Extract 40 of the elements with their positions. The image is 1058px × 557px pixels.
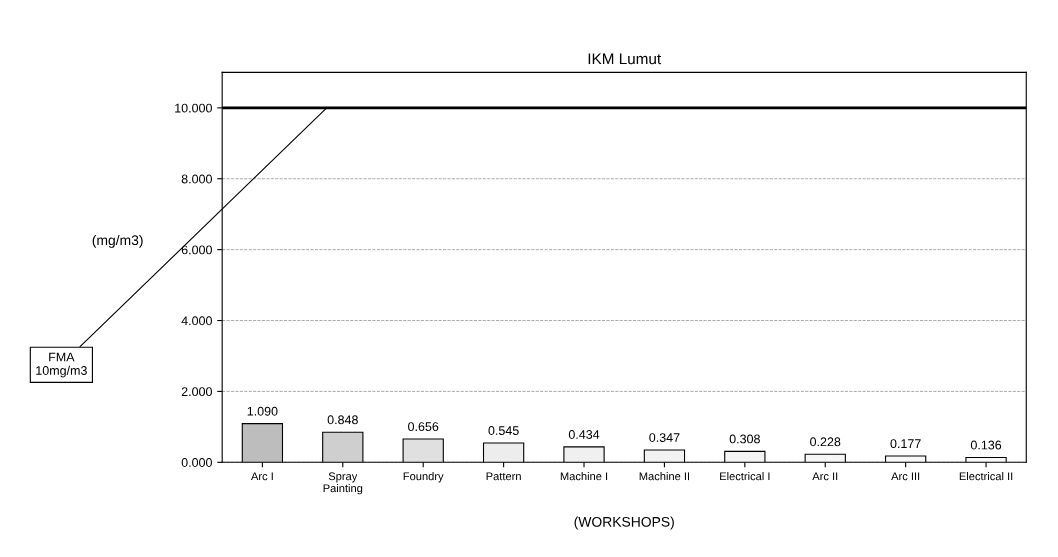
- chart-title: IKM Lumut: [588, 53, 662, 65]
- y-tick-label: 4.000: [181, 316, 212, 326]
- x-tick-label: Arc II: [812, 472, 838, 481]
- x-tick-label: Spray Painting: [323, 472, 363, 495]
- x-tick-label: Machine II: [639, 472, 690, 481]
- y-axis-title: (mg/m3): [92, 234, 143, 248]
- x-tick-label: Arc I: [250, 472, 273, 481]
- bar: [884, 455, 927, 463]
- data-label: 0.848: [327, 415, 358, 425]
- x-axis-title: (WORKSHOPS): [574, 516, 674, 530]
- bar: [965, 456, 1007, 463]
- x-tick-label: Electrical II: [959, 472, 1013, 481]
- y-tick-label: 8.000: [181, 174, 212, 184]
- bar: [402, 438, 444, 463]
- data-label: 0.656: [408, 422, 439, 432]
- data-label: 0.545: [488, 426, 519, 435]
- x-tick-label: Electrical I: [720, 472, 770, 481]
- y-tick-label: 10.000: [175, 103, 212, 113]
- ref-line-label: FMA 10mg/m3: [36, 352, 87, 378]
- bar: [804, 453, 846, 463]
- y-tick-label: 6.000: [181, 245, 212, 255]
- data-label: 0.228: [810, 437, 841, 447]
- data-label: 0.177: [890, 439, 921, 449]
- x-tick-label: Pattern: [486, 472, 521, 481]
- bar: [643, 449, 686, 463]
- x-tick-label: Arc III: [891, 472, 920, 481]
- data-label: 0.136: [970, 440, 1002, 450]
- data-label: 1.090: [247, 406, 278, 416]
- x-tick-label: Foundry: [403, 472, 444, 483]
- data-label: 0.434: [568, 430, 600, 439]
- y-tick-label: 2.000: [181, 387, 212, 397]
- data-label: 0.347: [649, 433, 680, 442]
- bar: [563, 446, 605, 463]
- bar: [241, 423, 284, 463]
- bar: [482, 442, 525, 463]
- y-tick-label: 0.000: [181, 458, 212, 467]
- bar: [322, 431, 364, 463]
- data-label: 0.308: [729, 434, 760, 444]
- bar: [724, 450, 766, 463]
- x-tick-label: Machine I: [560, 472, 608, 481]
